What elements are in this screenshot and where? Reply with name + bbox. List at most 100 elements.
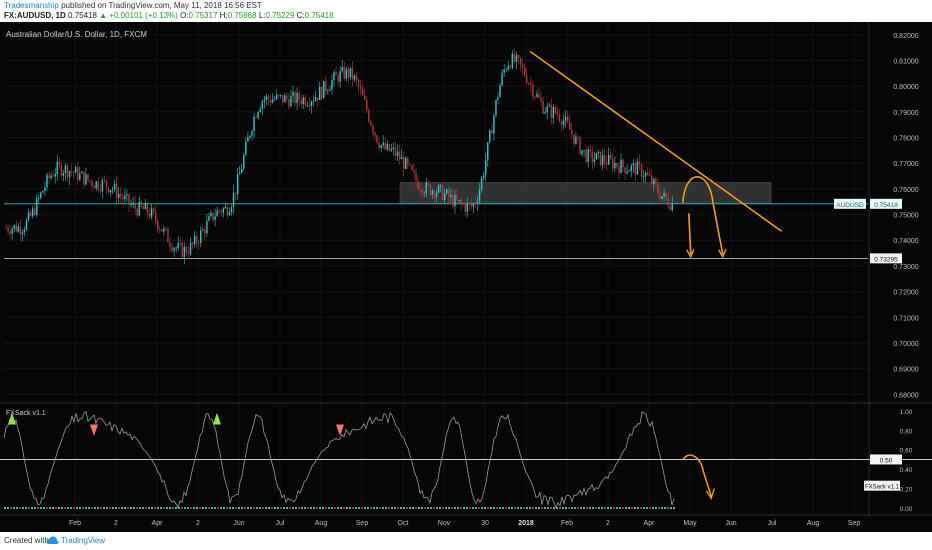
baseline-dot xyxy=(652,507,654,510)
candle-body xyxy=(99,189,101,192)
candle-body xyxy=(198,242,200,244)
candle-body xyxy=(222,208,224,213)
baseline-dot xyxy=(409,507,411,510)
candle-body xyxy=(243,155,245,169)
candle-body xyxy=(487,142,489,161)
candle-body xyxy=(552,107,555,118)
candle-body xyxy=(11,228,13,234)
price-tick-label: 0.74000 xyxy=(893,238,918,245)
candle-body xyxy=(548,105,550,107)
baseline-dot xyxy=(532,507,534,510)
baseline-dot xyxy=(217,507,219,510)
baseline-dot xyxy=(238,507,240,510)
baseline-dot xyxy=(7,507,9,510)
candle-body xyxy=(349,67,352,78)
candle-body xyxy=(163,228,165,232)
candle-body xyxy=(142,206,145,210)
baseline-dot xyxy=(352,507,354,510)
candle-body xyxy=(454,194,456,207)
publish-line: Tradesmanship published on TradingView.c… xyxy=(4,1,262,10)
baseline-dot xyxy=(73,507,75,510)
time-tick-label: Jul xyxy=(276,520,285,527)
baseline-dot xyxy=(487,507,489,510)
candle-body xyxy=(179,243,181,244)
projection-arrowhead xyxy=(686,248,695,259)
candle-body xyxy=(577,136,579,138)
candle-body xyxy=(433,190,436,198)
baseline-dot xyxy=(226,507,228,510)
candle-body xyxy=(7,227,9,232)
candle-body xyxy=(468,203,470,205)
chart-canvas[interactable]: 0.82000 0.81000 0.80000 0.79000 0.78000 0.770… xyxy=(0,22,932,532)
projection-arrow-down xyxy=(688,213,692,255)
candle-body xyxy=(671,203,673,210)
high-label: H: xyxy=(219,11,228,20)
baseline-dot xyxy=(658,507,660,510)
baseline-dot xyxy=(541,507,543,510)
candle-body xyxy=(81,171,83,174)
baseline-dot xyxy=(496,507,498,510)
candle-body xyxy=(411,165,413,170)
candle-body xyxy=(280,95,282,96)
baseline-dot xyxy=(538,507,540,510)
candle-body xyxy=(38,197,40,199)
author-link[interactable]: Tradesmanship xyxy=(4,1,59,10)
price-tick-label: 0.73000 xyxy=(893,264,918,271)
time-tick-label: Jun xyxy=(725,520,736,527)
candle-body xyxy=(19,226,22,235)
baseline-dot xyxy=(514,507,516,510)
candle-body xyxy=(503,69,505,73)
candle-body xyxy=(31,208,34,216)
candle-body xyxy=(429,184,432,195)
candle-body xyxy=(126,194,128,196)
baseline-dot xyxy=(292,507,294,510)
grid xyxy=(4,22,868,515)
price-tick-label: 0.80000 xyxy=(893,84,918,91)
baseline-dot xyxy=(367,507,369,510)
candle-body xyxy=(579,137,581,155)
candle-body xyxy=(634,163,637,175)
baseline-dot xyxy=(145,507,147,510)
baseline-dot xyxy=(232,507,234,510)
candle-body xyxy=(97,181,99,190)
baseline-dot xyxy=(250,507,252,510)
price-axis[interactable]: 0.82000 0.81000 0.80000 0.79000 0.78000 0.770… xyxy=(834,22,919,515)
candle-body xyxy=(93,186,95,189)
candle-body xyxy=(277,94,280,96)
baseline-dot xyxy=(148,507,150,510)
candle-body xyxy=(630,165,632,172)
candle-body xyxy=(622,159,624,168)
candle-body xyxy=(79,173,81,180)
time-axis[interactable]: Feb 2 Apr 2 Jun Jul Aug Sep Oct Nov 30 2018 Feb 2 Apr M… xyxy=(69,520,860,527)
candle-body xyxy=(68,171,71,178)
baseline-dot xyxy=(202,507,204,510)
candle-body xyxy=(40,192,42,198)
candle-body xyxy=(636,161,639,175)
candle-body xyxy=(446,189,448,194)
candle-body xyxy=(183,246,186,257)
close-label: C: xyxy=(296,11,305,20)
candle-body xyxy=(359,86,362,89)
candle-body xyxy=(489,130,491,143)
baseline-dot xyxy=(433,507,435,510)
tradingview-brand[interactable]: TradingView xyxy=(61,536,106,545)
candle-body xyxy=(618,166,620,173)
baseline-dot xyxy=(88,507,90,510)
publish-header: Tradesmanship published on TradingView.c… xyxy=(0,0,932,22)
candle-body xyxy=(599,151,602,165)
candles xyxy=(5,47,673,265)
baseline-dot xyxy=(601,507,603,510)
baseline-dot xyxy=(451,507,453,510)
candle-body xyxy=(9,231,11,234)
candle-body xyxy=(228,212,231,216)
candle-body xyxy=(140,201,142,207)
baseline-dot xyxy=(535,507,537,510)
candle-body xyxy=(423,193,425,195)
level-tag-text: 0.50 xyxy=(880,457,893,464)
candle-body xyxy=(470,203,473,207)
price-tick-label: 0.72000 xyxy=(893,290,918,297)
baseline-dot xyxy=(583,507,585,510)
candle-body xyxy=(456,194,458,201)
candle-body xyxy=(476,201,479,204)
baseline-dot xyxy=(649,507,651,510)
